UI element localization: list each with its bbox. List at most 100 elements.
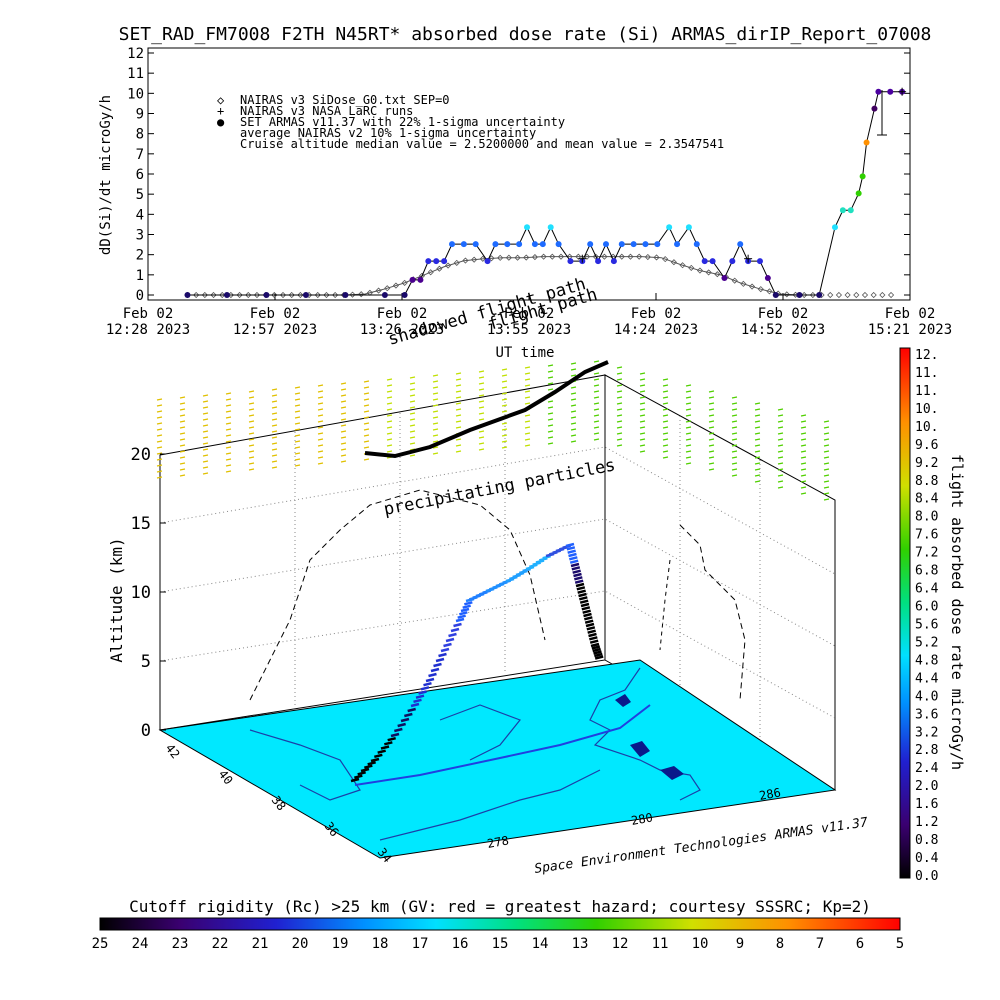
- lat-tick-label: 42: [163, 741, 183, 761]
- particle-mark: [662, 408, 669, 411]
- y-tick-label: 8: [136, 127, 144, 143]
- nairas-point: [835, 291, 842, 299]
- particle-mark: [478, 412, 485, 415]
- particle-mark: [156, 410, 163, 413]
- particle-mark: [501, 410, 508, 413]
- flight-path-point: [420, 686, 430, 691]
- particle-mark: [202, 472, 209, 475]
- x-tick-label-date: Feb 02: [250, 306, 301, 322]
- particle-mark: [409, 376, 416, 379]
- particle-mark: [271, 418, 278, 421]
- particle-mark: [823, 486, 830, 489]
- nairas-point: [497, 254, 504, 261]
- particle-mark: [570, 410, 577, 413]
- nairas-point: [627, 253, 634, 260]
- armas-point: [871, 105, 878, 112]
- particle-mark: [800, 426, 807, 429]
- particle-mark: [409, 424, 416, 427]
- particle-mark: [363, 410, 370, 413]
- particle-mark: [754, 480, 761, 483]
- armas-point: [401, 292, 408, 298]
- armas-point: [547, 224, 554, 231]
- flight-path-point: [357, 771, 366, 776]
- particle-mark: [593, 432, 600, 435]
- flight-path-point: [390, 732, 400, 738]
- flight-path-point: [453, 622, 462, 628]
- armas-point: [524, 224, 531, 231]
- particle-mark: [662, 396, 669, 399]
- particle-mark: [386, 390, 393, 393]
- flight-path-point: [455, 617, 465, 623]
- flight-path-point: [571, 566, 581, 571]
- nairas-point: [731, 277, 738, 284]
- particle-mark: [478, 400, 485, 403]
- flight-path-point: [433, 662, 442, 668]
- flight-path-point: [582, 609, 591, 614]
- particle-mark: [570, 422, 577, 425]
- particle-mark: [156, 428, 163, 431]
- flight-path-point: [576, 586, 586, 591]
- particle-mark: [179, 438, 186, 441]
- particle-mark: [179, 420, 186, 423]
- dose-colorbar-tick: 8.0: [915, 510, 938, 525]
- particle-mark: [202, 448, 209, 451]
- particle-mark: [685, 462, 692, 465]
- particle-mark: [800, 468, 807, 471]
- particle-mark: [616, 444, 623, 447]
- particle-mark: [685, 426, 692, 429]
- armas-point: [504, 241, 511, 248]
- rigidity-colorbar-tick: 21: [252, 936, 269, 952]
- particle-mark: [340, 400, 347, 403]
- particle-mark: [501, 380, 508, 383]
- particle-mark: [524, 366, 531, 369]
- particle-mark: [432, 386, 439, 389]
- nairas-point: [288, 291, 295, 299]
- particle-mark: [708, 462, 715, 465]
- particle-mark: [754, 414, 761, 417]
- armas-point: [602, 241, 609, 248]
- particle-mark: [731, 432, 738, 435]
- particle-mark: [179, 426, 186, 429]
- dose-colorbar-tick: 10.: [915, 420, 938, 435]
- dose-colorbar-tick: 12.: [915, 348, 938, 363]
- particle-mark: [547, 442, 554, 445]
- particle-mark: [386, 396, 393, 399]
- particle-mark: [409, 454, 416, 457]
- particle-mark: [616, 426, 623, 429]
- lon-tick-label: 278: [486, 833, 510, 851]
- armas-point: [630, 241, 637, 248]
- particle-mark: [202, 412, 209, 415]
- particle-mark: [731, 438, 738, 441]
- particle-mark: [800, 480, 807, 483]
- nairas-point: [349, 291, 356, 298]
- legend-entry-nairas-larc: NAIRAS v3 NASA LaRC runs: [240, 104, 413, 118]
- legend-symbol-plus: +: [217, 104, 224, 118]
- nairas-point: [653, 254, 660, 261]
- y-tick-label: 6: [136, 167, 144, 183]
- particle-mark: [225, 398, 232, 401]
- particle-mark: [363, 446, 370, 449]
- particle-mark: [731, 396, 738, 399]
- flight-path-point: [579, 596, 588, 601]
- flight-path-point: [584, 619, 594, 624]
- particle-mark: [271, 388, 278, 391]
- particle-mark: [432, 428, 439, 431]
- rigidity-colorbar-tick: 25: [92, 936, 109, 952]
- particle-mark: [363, 398, 370, 401]
- flight-path-point: [589, 639, 599, 644]
- nairas-point: [314, 291, 321, 299]
- particle-mark: [501, 374, 508, 377]
- flight-path-point: [450, 627, 460, 633]
- nairas-point: [662, 256, 669, 263]
- flight-path-point: [583, 612, 592, 618]
- dose-colorbar-tick: 11.: [915, 366, 938, 381]
- particle-mark: [386, 402, 393, 405]
- particle-mark: [754, 462, 761, 465]
- particle-mark: [409, 436, 416, 439]
- particle-mark: [478, 406, 485, 409]
- flight-path-point: [430, 667, 440, 673]
- particle-mark: [593, 390, 600, 393]
- particle-mark: [547, 400, 554, 403]
- nairas-point: [670, 259, 677, 266]
